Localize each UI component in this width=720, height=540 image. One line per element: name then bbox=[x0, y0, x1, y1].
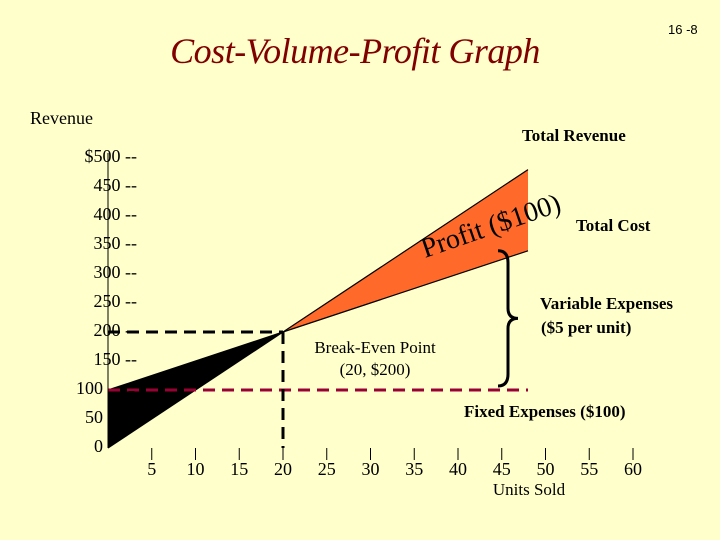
variable-expenses-brace bbox=[497, 249, 519, 388]
x-tick-label: 25 bbox=[318, 459, 336, 479]
y-tick-label: 50 bbox=[85, 407, 103, 427]
x-tick-label: 20 bbox=[274, 459, 292, 479]
x-tick-label: 30 bbox=[362, 459, 380, 479]
y-tick-label: 400 -- bbox=[93, 204, 138, 224]
total-revenue-label: Total Revenue bbox=[522, 126, 626, 145]
y-tick-label: $500 -- bbox=[84, 146, 138, 166]
y-tick-label: 350 -- bbox=[93, 233, 138, 253]
variable-expenses-label: Variable Expenses bbox=[540, 294, 674, 313]
x-tick-label: 40 bbox=[449, 459, 467, 479]
break-even-label: Break-Even Point bbox=[314, 338, 436, 357]
total-cost-label: Total Cost bbox=[576, 216, 651, 235]
x-tick-label: 45 bbox=[493, 459, 511, 479]
y-tick-label: 0 bbox=[94, 436, 103, 456]
page-number: 16 -8 bbox=[668, 22, 698, 37]
x-tick-label: 35 bbox=[405, 459, 423, 479]
y-tick-label: 200 -- bbox=[93, 320, 138, 340]
title-text: Cost-Volume-Profit Graph bbox=[170, 31, 540, 71]
x-tick-label: 15 bbox=[230, 459, 248, 479]
loss-label: Loss bbox=[128, 386, 168, 410]
y-tick-label: 150 -- bbox=[93, 349, 138, 369]
variable-rate-label: ($5 per unit) bbox=[541, 318, 632, 337]
x-tick-label: 50 bbox=[537, 459, 555, 479]
x-tick-label: 5 bbox=[147, 459, 156, 479]
y-tick-label: 100 bbox=[76, 378, 103, 398]
y-tick-label: 300 -- bbox=[93, 262, 138, 282]
x-tick-label: 10 bbox=[187, 459, 205, 479]
y-axis-label: Revenue bbox=[30, 108, 93, 128]
x-axis-label: Units Sold bbox=[492, 480, 566, 499]
y-tick-label: 450 -- bbox=[93, 175, 138, 195]
page-title: Cost-Volume-Profit Graph bbox=[0, 30, 720, 72]
y-tick-label: 250 -- bbox=[93, 291, 138, 311]
x-tick-label: 60 bbox=[624, 459, 642, 479]
x-tick-label: 55 bbox=[580, 459, 598, 479]
break-even-coordinates: (20, $200) bbox=[339, 360, 411, 379]
fixed-expenses-label: Fixed Expenses ($100) bbox=[464, 402, 626, 421]
